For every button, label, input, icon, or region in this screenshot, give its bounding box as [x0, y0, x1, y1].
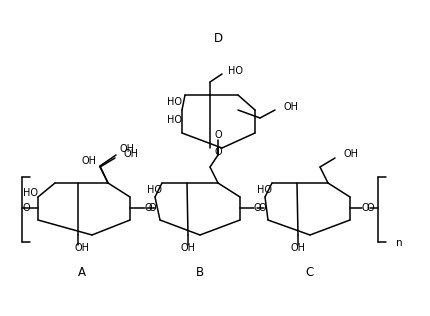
Text: O: O — [22, 203, 30, 213]
Text: OH: OH — [74, 243, 89, 253]
Text: O: O — [214, 147, 222, 157]
Text: O: O — [144, 203, 152, 213]
Text: n: n — [396, 238, 402, 248]
Text: O: O — [361, 203, 369, 213]
Text: OH: OH — [344, 149, 359, 159]
Text: D: D — [213, 32, 223, 45]
Text: OH: OH — [284, 102, 299, 112]
Text: HO: HO — [167, 115, 182, 125]
Text: HO: HO — [147, 185, 162, 195]
Text: C: C — [306, 265, 314, 278]
Text: HO: HO — [228, 66, 243, 76]
Text: O: O — [258, 203, 266, 213]
Text: O: O — [366, 203, 374, 213]
Text: OH: OH — [291, 243, 305, 253]
Text: O: O — [214, 130, 222, 140]
Text: HO: HO — [257, 185, 272, 195]
Text: OH: OH — [82, 156, 97, 166]
Text: B: B — [196, 265, 204, 278]
Text: A: A — [78, 265, 86, 278]
Text: OH: OH — [124, 149, 139, 159]
Text: HO: HO — [167, 97, 182, 107]
Text: OH: OH — [120, 144, 135, 154]
Text: HO: HO — [23, 188, 38, 198]
Text: O: O — [148, 203, 156, 213]
Text: OH: OH — [181, 243, 196, 253]
Text: O: O — [253, 203, 261, 213]
